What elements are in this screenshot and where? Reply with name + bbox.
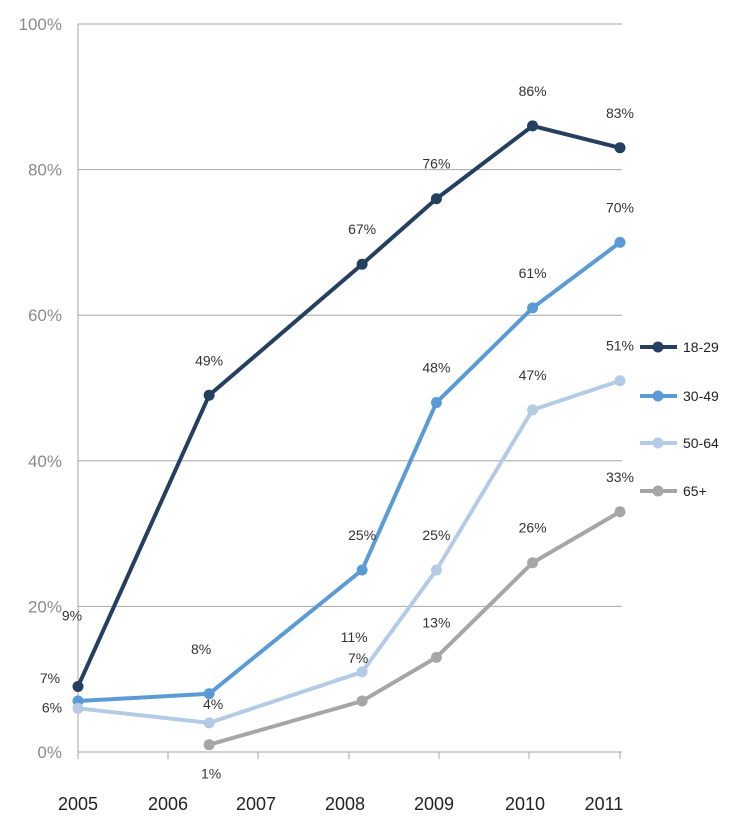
y-tick-label: 40% — [28, 452, 62, 471]
data-label: 25% — [422, 527, 450, 543]
data-point — [430, 651, 442, 663]
data-label: 76% — [422, 156, 450, 172]
data-label: 47% — [519, 367, 547, 383]
x-tick-label: 2005 — [58, 794, 98, 814]
data-label: 13% — [422, 614, 450, 630]
y-tick-label: 80% — [28, 161, 62, 180]
data-point — [430, 564, 442, 576]
legend-marker — [652, 437, 664, 449]
data-point — [527, 302, 539, 314]
legend-label: 18-29 — [683, 339, 719, 355]
data-label: 33% — [606, 469, 634, 485]
legend-marker — [652, 341, 664, 353]
series-line-50-64 — [77, 378, 621, 725]
data-label: 9% — [62, 607, 82, 623]
legend-label: 30-49 — [683, 388, 719, 404]
data-label: 26% — [519, 520, 547, 536]
data-label: 49% — [195, 352, 223, 368]
data-point — [203, 739, 215, 751]
series-line-65+ — [208, 510, 622, 747]
legend-label: 65+ — [683, 483, 707, 499]
data-label: 51% — [606, 338, 634, 354]
data-label: 48% — [422, 360, 450, 376]
data-label: 61% — [519, 265, 547, 281]
y-tick-label: 0% — [37, 743, 62, 762]
data-point — [72, 680, 84, 692]
data-point — [356, 564, 368, 576]
data-label: 11% — [341, 629, 368, 645]
x-tick-label: 2009 — [414, 794, 454, 814]
series-line-18-29 — [76, 123, 621, 688]
data-point — [614, 142, 626, 154]
data-label: 7% — [348, 650, 368, 666]
legend-marker — [652, 485, 664, 497]
data-point — [430, 193, 442, 205]
data-label: 6% — [42, 699, 62, 715]
data-point — [614, 236, 626, 248]
x-tick-label: 2011 — [585, 794, 624, 814]
data-point — [527, 404, 539, 416]
y-tick-label: 100% — [19, 15, 62, 34]
data-point — [356, 258, 368, 270]
data-label: 8% — [191, 641, 211, 657]
data-point — [203, 688, 215, 700]
x-tick-label: 2010 — [505, 794, 545, 814]
legend-marker — [652, 390, 664, 402]
data-label: 67% — [348, 221, 376, 237]
x-tick-label: 2007 — [236, 794, 276, 814]
data-point — [203, 389, 215, 401]
data-point — [356, 666, 368, 678]
data-label: 70% — [606, 199, 634, 215]
y-tick-label: 20% — [28, 597, 62, 616]
x-tick-label: 2006 — [148, 794, 188, 814]
y-tick-label: 60% — [28, 306, 62, 325]
data-point — [430, 397, 442, 409]
data-point — [527, 120, 539, 132]
data-point — [203, 717, 215, 729]
x-tick-label: 2008 — [325, 794, 365, 814]
data-label: 1% — [201, 766, 221, 782]
data-label: 25% — [348, 527, 376, 543]
data-point — [614, 375, 626, 387]
data-label: 83% — [606, 105, 634, 121]
data-point — [356, 695, 368, 707]
legend-label: 50-64 — [683, 435, 719, 451]
data-label: 7% — [40, 670, 60, 686]
data-label: 86% — [519, 83, 547, 99]
data-point — [614, 506, 626, 518]
data-point — [527, 557, 539, 569]
data-point — [72, 702, 84, 714]
data-label: 4% — [203, 696, 223, 712]
series-line-30-49 — [77, 240, 622, 704]
